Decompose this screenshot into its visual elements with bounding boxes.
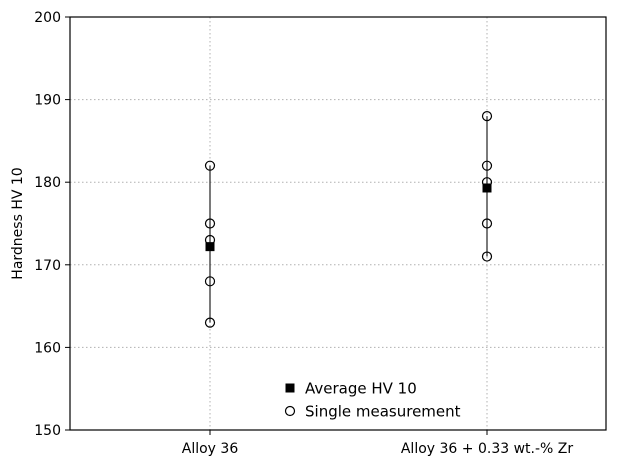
y-tick-label-190: 190: [34, 93, 61, 109]
single-measurement-point-0-1: [204, 218, 216, 229]
plot-frame: [69, 16, 607, 431]
y-axis-title: Hardness HV 10: [10, 167, 26, 279]
single-measurement-point-0-4: [204, 317, 216, 328]
grid-lines: [70, 17, 606, 430]
single-measurement-point-0-0: [204, 160, 216, 171]
single-measurement-point-1-4: [481, 251, 493, 262]
y-tick-label-160: 160: [34, 340, 61, 356]
x-tick-label-1: Alloy 36 + 0.33 wt.-% Zr: [401, 441, 574, 457]
single-measurement-point-1-3: [481, 218, 493, 229]
axis-ticks: 150 160 170 180 190 200 Alloy 36 Alloy 36 + 0.3…: [34, 10, 573, 457]
data-markers: [204, 111, 493, 328]
y-tick-label-200: 200: [34, 10, 61, 26]
measurement-ranges: [209, 116, 488, 323]
legend: Average HV 10 Single measurement: [284, 380, 461, 421]
legend-single-label: Single measurement: [305, 403, 461, 421]
legend-average-marker: [285, 383, 295, 393]
x-tick-label-0: Alloy 36: [182, 441, 239, 457]
single-measurement-point-1-1: [481, 160, 493, 171]
average-point-1: [482, 183, 492, 193]
y-tick-label-150: 150: [34, 423, 61, 439]
y-tick-label-180: 180: [34, 175, 61, 191]
average-point-0: [205, 242, 215, 252]
legend-average-label: Average HV 10: [305, 380, 417, 398]
y-tick-label-170: 170: [34, 258, 61, 274]
legend-single-marker: [284, 405, 296, 417]
single-measurement-point-1-0: [481, 111, 493, 122]
single-measurement-point-0-3: [204, 276, 216, 287]
